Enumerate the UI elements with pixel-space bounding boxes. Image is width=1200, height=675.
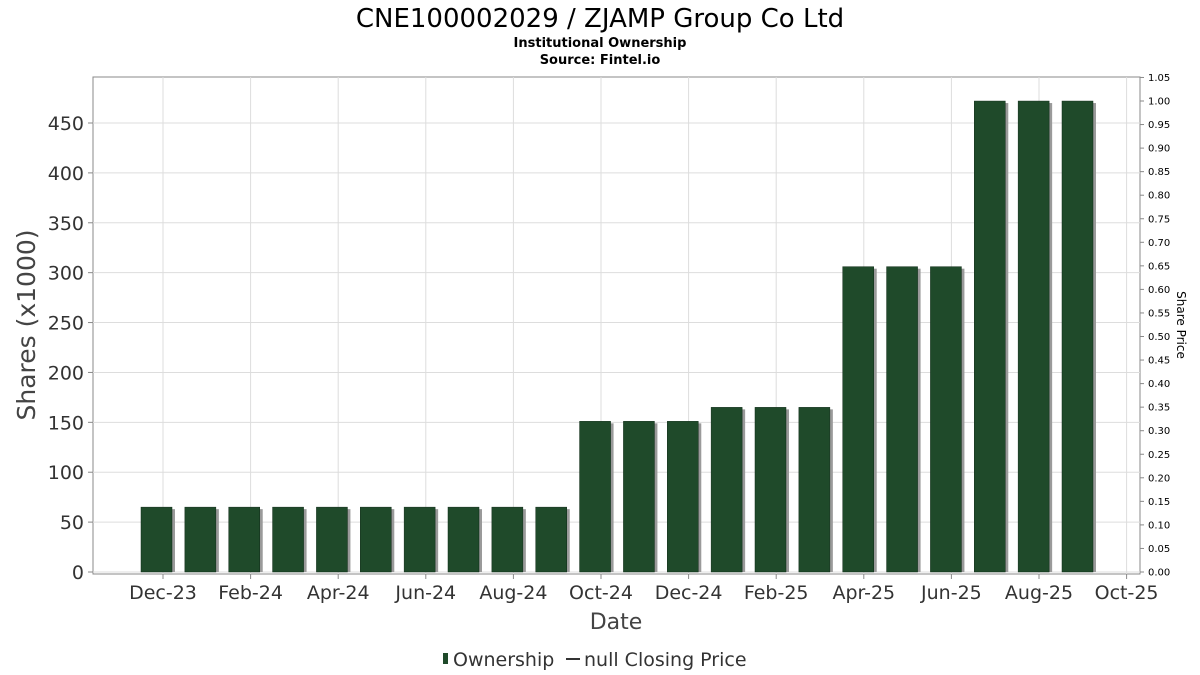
- y-tick-label: 250: [48, 313, 84, 335]
- y2-tick-label: 0.35: [1148, 403, 1170, 414]
- ownership-bar: [710, 407, 743, 573]
- x-tick-label: Jun-25: [920, 582, 982, 604]
- ownership-bar: [579, 421, 611, 573]
- ownership-bar: [535, 506, 567, 573]
- y-tick-label: 300: [48, 263, 84, 285]
- x-tick-label: Dec-24: [655, 582, 723, 604]
- y2-tick-label: 0.00: [1148, 568, 1170, 579]
- ownership-bar: [974, 100, 1006, 573]
- y-tick-label: 150: [48, 412, 84, 434]
- ownership-bar: [447, 506, 480, 573]
- y2-tick-label: 0.80: [1148, 191, 1170, 202]
- ownership-bar: [798, 407, 831, 573]
- x-tick-label: Apr-25: [832, 582, 895, 604]
- x-tick-label: Jun-24: [394, 582, 456, 604]
- ownership-bar: [930, 266, 962, 573]
- plot-area: [92, 76, 1141, 575]
- x-tick-label: Aug-24: [479, 582, 547, 604]
- y2-tick-label: 0.15: [1148, 497, 1170, 508]
- y-tick-label: 350: [48, 213, 84, 235]
- chart-title: CNE100002029 / ZJAMP Group Co Ltd: [356, 4, 844, 34]
- x-tick-label: Oct-24: [569, 582, 633, 604]
- chart-source: Source: Fintel.io: [540, 53, 661, 68]
- x-tick-label: Feb-25: [744, 582, 809, 604]
- y-tick-label: 50: [60, 512, 84, 534]
- y2-tick-label: 0.60: [1148, 285, 1170, 296]
- y-tick-label: 450: [48, 113, 84, 135]
- legend: Ownership null Closing Price: [443, 649, 747, 671]
- y-axis-label: Shares (x1000): [12, 229, 41, 420]
- ownership-bar: [403, 506, 436, 573]
- ownership-bar: [316, 506, 348, 573]
- x-tick-label: Apr-24: [307, 582, 370, 604]
- y-axis-ticks: 0 50 100 150 200 250 300 350 400 450: [48, 113, 93, 584]
- y2-tick-label: 0.05: [1148, 544, 1170, 555]
- x-tick-label: Aug-25: [1005, 582, 1073, 604]
- ownership-bar: [842, 266, 874, 573]
- chart-subtitle: Institutional Ownership: [514, 36, 687, 51]
- y2-tick-label: 1.05: [1148, 73, 1170, 84]
- y2-tick-label: 0.75: [1148, 214, 1170, 225]
- ownership-bar: [272, 506, 304, 573]
- legend-ownership-label: Ownership: [453, 649, 554, 671]
- y2-tick-label: 0.55: [1148, 308, 1170, 319]
- ownership-bar: [667, 421, 699, 573]
- x-tick-label: Oct-25: [1095, 582, 1159, 604]
- y2-tick-label: 1.00: [1148, 97, 1170, 108]
- x-axis-ticks: Dec-23 Feb-24 Apr-24 Jun-24 Aug-24 Oct-24 Dec-…: [129, 574, 1159, 604]
- y2-tick-label: 0.45: [1148, 356, 1170, 367]
- x-tick-label: Feb-24: [218, 582, 283, 604]
- y-tick-label: 200: [48, 362, 84, 384]
- y2-tick-label: 0.90: [1148, 144, 1170, 155]
- y2-tick-label: 0.70: [1148, 238, 1170, 249]
- y2-tick-label: 0.95: [1148, 120, 1170, 131]
- x-tick-label: Dec-23: [129, 582, 197, 604]
- ownership-bar: [491, 506, 524, 573]
- y2-tick-label: 0.25: [1148, 450, 1170, 461]
- y2-tick-label: 0.20: [1148, 473, 1170, 484]
- y2-tick-label: 0.10: [1148, 520, 1170, 531]
- y2-tick-label: 0.85: [1148, 167, 1170, 178]
- y-tick-label: 0: [72, 562, 84, 584]
- y-tick-label: 400: [48, 163, 84, 185]
- legend-ownership-swatch: [443, 653, 448, 664]
- ownership-bar: [1017, 100, 1050, 573]
- ownership-bar: [886, 266, 918, 573]
- y2-tick-label: 0.40: [1148, 379, 1170, 390]
- ownership-bar: [140, 506, 173, 573]
- ownership-bars: [140, 100, 1096, 573]
- y2-tick-label: 0.30: [1148, 426, 1170, 437]
- x-axis-label: Date: [590, 610, 643, 635]
- ownership-bar: [360, 506, 392, 573]
- legend-price-label: null Closing Price: [584, 649, 747, 671]
- y2-axis-ticks: 0.00 0.05 0.10 0.15 0.20 0.25 0.30 0.35 0.40 0.45…: [1140, 73, 1170, 579]
- ownership-bar: [623, 421, 655, 573]
- y2-tick-label: 0.65: [1148, 261, 1170, 272]
- y2-axis-label: Share Price: [1174, 291, 1188, 359]
- ownership-bar: [228, 506, 260, 573]
- ownership-bar: [1061, 100, 1094, 573]
- y-tick-label: 100: [48, 462, 84, 484]
- ownership-bar: [184, 506, 217, 573]
- ownership-bar: [754, 407, 787, 573]
- y2-tick-label: 0.50: [1148, 332, 1170, 343]
